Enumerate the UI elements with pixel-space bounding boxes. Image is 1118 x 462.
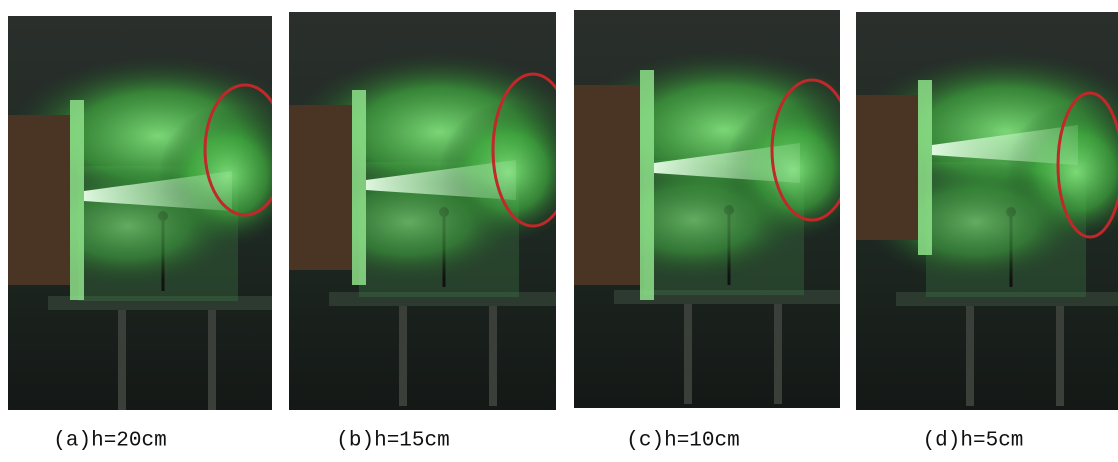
plate — [352, 90, 366, 285]
plate — [918, 80, 932, 255]
table-leg — [489, 306, 497, 406]
table-leg — [399, 306, 407, 406]
plate — [70, 100, 84, 300]
box — [856, 95, 918, 240]
table-leg — [1056, 306, 1064, 406]
box — [8, 115, 70, 285]
caption: (a)h=20cm — [53, 430, 166, 453]
plate — [640, 70, 654, 300]
table-leg — [774, 304, 782, 404]
table-leg — [684, 304, 692, 404]
box — [574, 85, 640, 285]
photo — [8, 16, 308, 410]
table-leg — [208, 310, 216, 410]
figure: (a)h=20cm (b)h=15cm (c)h=10cm (d)h=5cm — [0, 0, 1118, 462]
photo — [574, 10, 874, 408]
caption: (c)h=10cm — [626, 430, 739, 453]
photo — [856, 12, 1118, 410]
caption: (d)h=5cm — [923, 430, 1024, 453]
caption: (b)h=15cm — [336, 430, 449, 453]
photo — [289, 12, 589, 410]
box — [289, 105, 352, 270]
table-leg — [966, 306, 974, 406]
table-leg — [118, 310, 126, 410]
